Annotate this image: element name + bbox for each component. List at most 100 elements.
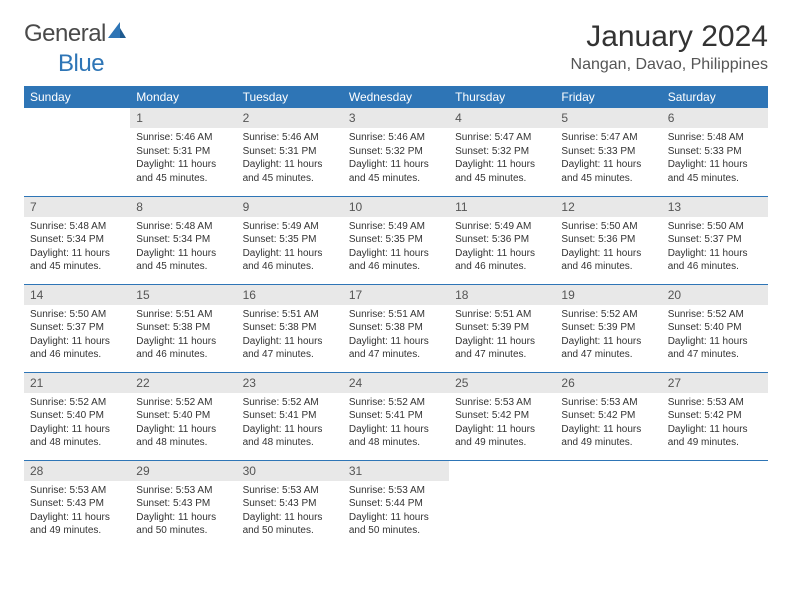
daylight-line: Daylight: 11 hours and 47 minutes. <box>668 335 762 362</box>
day-cell: 30Sunrise: 5:53 AMSunset: 5:43 PMDayligh… <box>237 460 343 548</box>
daylight-line: Daylight: 11 hours and 48 minutes. <box>136 423 230 450</box>
day-details: Sunrise: 5:53 AMSunset: 5:42 PMDaylight:… <box>555 393 661 452</box>
sunset-line: Sunset: 5:34 PM <box>136 233 230 247</box>
day-details: Sunrise: 5:48 AMSunset: 5:33 PMDaylight:… <box>662 128 768 187</box>
sunset-line: Sunset: 5:43 PM <box>30 497 124 511</box>
sunset-line: Sunset: 5:35 PM <box>243 233 337 247</box>
sunrise-line: Sunrise: 5:52 AM <box>561 308 655 322</box>
calendar-table: Sunday Monday Tuesday Wednesday Thursday… <box>24 86 768 548</box>
daylight-line: Daylight: 11 hours and 46 minutes. <box>243 247 337 274</box>
day-number: 6 <box>662 108 768 128</box>
sunrise-line: Sunrise: 5:49 AM <box>455 220 549 234</box>
day-details: Sunrise: 5:46 AMSunset: 5:31 PMDaylight:… <box>130 128 236 187</box>
day-number: 30 <box>237 461 343 481</box>
dayhead-mon: Monday <box>130 86 236 108</box>
day-details: Sunrise: 5:52 AMSunset: 5:40 PMDaylight:… <box>130 393 236 452</box>
sunrise-line: Sunrise: 5:53 AM <box>30 484 124 498</box>
day-number: 25 <box>449 373 555 393</box>
day-cell: 11Sunrise: 5:49 AMSunset: 5:36 PMDayligh… <box>449 196 555 284</box>
day-cell: 24Sunrise: 5:52 AMSunset: 5:41 PMDayligh… <box>343 372 449 460</box>
day-cell: 23Sunrise: 5:52 AMSunset: 5:41 PMDayligh… <box>237 372 343 460</box>
day-cell <box>24 108 130 196</box>
sunset-line: Sunset: 5:32 PM <box>349 145 443 159</box>
week-row: 28Sunrise: 5:53 AMSunset: 5:43 PMDayligh… <box>24 460 768 548</box>
sunset-line: Sunset: 5:40 PM <box>30 409 124 423</box>
day-cell: 2Sunrise: 5:46 AMSunset: 5:31 PMDaylight… <box>237 108 343 196</box>
day-number: 24 <box>343 373 449 393</box>
dayhead-thu: Thursday <box>449 86 555 108</box>
day-details: Sunrise: 5:50 AMSunset: 5:37 PMDaylight:… <box>24 305 130 364</box>
sunrise-line: Sunrise: 5:50 AM <box>668 220 762 234</box>
sunset-line: Sunset: 5:36 PM <box>561 233 655 247</box>
title-block: January 2024 Nangan, Davao, Philippines <box>571 20 768 74</box>
sunrise-line: Sunrise: 5:51 AM <box>136 308 230 322</box>
daylight-line: Daylight: 11 hours and 49 minutes. <box>30 511 124 538</box>
day-details: Sunrise: 5:51 AMSunset: 5:38 PMDaylight:… <box>343 305 449 364</box>
day-number: 2 <box>237 108 343 128</box>
sunset-line: Sunset: 5:44 PM <box>349 497 443 511</box>
day-number: 4 <box>449 108 555 128</box>
sunset-line: Sunset: 5:38 PM <box>349 321 443 335</box>
sunrise-line: Sunrise: 5:46 AM <box>349 131 443 145</box>
sail-icon <box>106 20 126 40</box>
day-cell: 6Sunrise: 5:48 AMSunset: 5:33 PMDaylight… <box>662 108 768 196</box>
sunset-line: Sunset: 5:32 PM <box>455 145 549 159</box>
sunrise-line: Sunrise: 5:52 AM <box>30 396 124 410</box>
sunrise-line: Sunrise: 5:52 AM <box>243 396 337 410</box>
sunset-line: Sunset: 5:42 PM <box>561 409 655 423</box>
day-details: Sunrise: 5:52 AMSunset: 5:41 PMDaylight:… <box>237 393 343 452</box>
daylight-line: Daylight: 11 hours and 49 minutes. <box>455 423 549 450</box>
day-number: 14 <box>24 285 130 305</box>
day-cell: 10Sunrise: 5:49 AMSunset: 5:35 PMDayligh… <box>343 196 449 284</box>
day-number: 23 <box>237 373 343 393</box>
sunset-line: Sunset: 5:43 PM <box>136 497 230 511</box>
day-details: Sunrise: 5:53 AMSunset: 5:43 PMDaylight:… <box>237 481 343 540</box>
sunrise-line: Sunrise: 5:48 AM <box>136 220 230 234</box>
day-number: 13 <box>662 197 768 217</box>
sunset-line: Sunset: 5:38 PM <box>243 321 337 335</box>
brand-part1: General <box>24 20 106 48</box>
day-cell: 5Sunrise: 5:47 AMSunset: 5:33 PMDaylight… <box>555 108 661 196</box>
day-number <box>24 108 130 112</box>
sunrise-line: Sunrise: 5:48 AM <box>30 220 124 234</box>
day-number: 18 <box>449 285 555 305</box>
day-details: Sunrise: 5:47 AMSunset: 5:33 PMDaylight:… <box>555 128 661 187</box>
sunset-line: Sunset: 5:35 PM <box>349 233 443 247</box>
day-cell: 17Sunrise: 5:51 AMSunset: 5:38 PMDayligh… <box>343 284 449 372</box>
day-cell: 22Sunrise: 5:52 AMSunset: 5:40 PMDayligh… <box>130 372 236 460</box>
day-cell <box>662 460 768 548</box>
day-number: 12 <box>555 197 661 217</box>
day-cell: 26Sunrise: 5:53 AMSunset: 5:42 PMDayligh… <box>555 372 661 460</box>
day-cell: 20Sunrise: 5:52 AMSunset: 5:40 PMDayligh… <box>662 284 768 372</box>
daylight-line: Daylight: 11 hours and 46 minutes. <box>30 335 124 362</box>
day-cell: 19Sunrise: 5:52 AMSunset: 5:39 PMDayligh… <box>555 284 661 372</box>
sunrise-line: Sunrise: 5:51 AM <box>455 308 549 322</box>
week-row: 1Sunrise: 5:46 AMSunset: 5:31 PMDaylight… <box>24 108 768 196</box>
day-details: Sunrise: 5:48 AMSunset: 5:34 PMDaylight:… <box>24 217 130 276</box>
day-cell: 25Sunrise: 5:53 AMSunset: 5:42 PMDayligh… <box>449 372 555 460</box>
sunrise-line: Sunrise: 5:53 AM <box>561 396 655 410</box>
day-details: Sunrise: 5:51 AMSunset: 5:39 PMDaylight:… <box>449 305 555 364</box>
brand-part2: Blue <box>58 50 104 78</box>
daylight-line: Daylight: 11 hours and 46 minutes. <box>349 247 443 274</box>
sunrise-line: Sunrise: 5:53 AM <box>455 396 549 410</box>
sunset-line: Sunset: 5:34 PM <box>30 233 124 247</box>
day-cell: 28Sunrise: 5:53 AMSunset: 5:43 PMDayligh… <box>24 460 130 548</box>
day-cell: 1Sunrise: 5:46 AMSunset: 5:31 PMDaylight… <box>130 108 236 196</box>
sunrise-line: Sunrise: 5:53 AM <box>243 484 337 498</box>
day-cell <box>555 460 661 548</box>
daylight-line: Daylight: 11 hours and 48 minutes. <box>30 423 124 450</box>
sunrise-line: Sunrise: 5:46 AM <box>136 131 230 145</box>
day-details: Sunrise: 5:49 AMSunset: 5:36 PMDaylight:… <box>449 217 555 276</box>
daylight-line: Daylight: 11 hours and 45 minutes. <box>561 158 655 185</box>
dayhead-sat: Saturday <box>662 86 768 108</box>
sunset-line: Sunset: 5:39 PM <box>455 321 549 335</box>
day-details: Sunrise: 5:52 AMSunset: 5:40 PMDaylight:… <box>662 305 768 364</box>
daylight-line: Daylight: 11 hours and 46 minutes. <box>136 335 230 362</box>
day-details: Sunrise: 5:53 AMSunset: 5:44 PMDaylight:… <box>343 481 449 540</box>
day-number: 31 <box>343 461 449 481</box>
sunrise-line: Sunrise: 5:53 AM <box>349 484 443 498</box>
day-number: 8 <box>130 197 236 217</box>
sunset-line: Sunset: 5:39 PM <box>561 321 655 335</box>
sunrise-line: Sunrise: 5:52 AM <box>136 396 230 410</box>
